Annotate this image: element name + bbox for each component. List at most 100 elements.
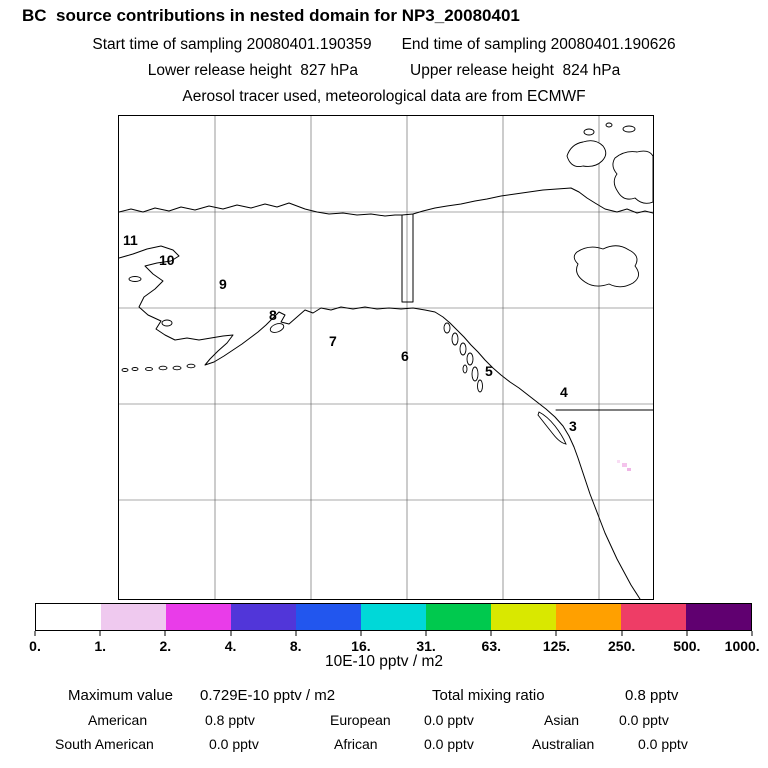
- island-se-alaska: [466, 352, 474, 366]
- trajectory-label: 3: [569, 418, 577, 434]
- max-value-label: Maximum value: [68, 687, 174, 704]
- tracer-text: Aerosol tracer used, meteorological data…: [182, 88, 586, 105]
- trajectory-label: 7: [329, 333, 337, 349]
- coastline: [119, 187, 653, 599]
- island-arctic-small: [622, 125, 636, 133]
- trajectory-label: 10: [159, 252, 175, 268]
- colorbar-segment: [556, 604, 621, 630]
- colorbar-tick-label: 500.: [673, 638, 701, 654]
- sampling-start-text: Start time of sampling 20080401.190359: [92, 36, 372, 53]
- plume-cells: [617, 460, 631, 471]
- colorbar-tick-label: 1.: [94, 638, 107, 654]
- colorbar-segment: [361, 604, 426, 630]
- region-value-south-american: 0.0 pptv: [209, 736, 259, 752]
- colorbar-tick-label: 31.: [416, 638, 436, 654]
- map-panel: 11 10 9 8 7 6 5 4 3: [118, 115, 654, 600]
- colorbar-segment: [296, 604, 361, 630]
- total-mixing-label: Total mixing ratio: [432, 687, 545, 704]
- island-haida-gwaii: [471, 366, 479, 382]
- region-label-african: African: [334, 736, 378, 752]
- island-arctic-b: [612, 150, 653, 204]
- border-line-141w: [401, 213, 414, 303]
- map-svg: 11 10 9 8 7 6 5 4 3: [119, 116, 653, 599]
- island-arctic-a: [566, 140, 607, 167]
- region-label-asian: Asian: [544, 712, 580, 728]
- island-aleutian: [158, 365, 168, 371]
- colorbar-unit-label: 10E-10 pptv / m2: [324, 653, 444, 670]
- island-vancouver: [537, 411, 567, 445]
- colorbar-tickmark: [555, 631, 557, 636]
- pacific-coast-path: [119, 245, 641, 599]
- island-aleutian: [121, 368, 129, 372]
- colorbar-tick-label: 2.: [159, 638, 172, 654]
- colorbar-tickmark: [295, 631, 297, 636]
- colorbar-tickmark: [751, 631, 753, 636]
- sampling-times-line: Start time of sampling 20080401.190359 E…: [0, 36, 768, 54]
- colorbar-segment: [36, 604, 101, 630]
- island-se-alaska: [443, 322, 451, 334]
- colorbar-tick-label: 1000.: [724, 638, 760, 654]
- region-value-european: 0.0 pptv: [424, 712, 474, 728]
- colorbar-segment: [686, 604, 751, 630]
- colorbar-tickmark: [360, 631, 362, 636]
- colorbar-tickmark: [230, 631, 232, 636]
- max-value: 0.729E-10 pptv / m2: [200, 687, 336, 704]
- release-heights-line: Lower release height 827 hPa Upper relea…: [0, 62, 768, 80]
- island-se-alaska: [451, 332, 459, 346]
- island-aleutian: [131, 367, 139, 371]
- region-label-south-american: South American: [55, 736, 154, 752]
- lake-great-bear: [573, 245, 639, 288]
- upper-release-text: Upper release height 824 hPa: [410, 62, 621, 79]
- colorbar-tick-label: 250.: [608, 638, 636, 654]
- tracer-info-line: Aerosol tracer used, meteorological data…: [0, 88, 768, 106]
- colorbar-segment: [101, 604, 166, 630]
- colorbar-segment: [166, 604, 231, 630]
- colorbar-tick-label: 63.: [481, 638, 501, 654]
- island-arctic-small: [605, 122, 613, 128]
- page-title: BC source contributions in nested domain…: [22, 6, 520, 25]
- trajectory-labels: 11 10 9 8 7 6 5 4 3: [123, 232, 577, 434]
- island-nunivak: [161, 319, 173, 327]
- total-mixing-value: 0.8 pptv: [625, 687, 679, 704]
- colorbar-tickmark: [686, 631, 688, 636]
- island-arctic-small: [583, 128, 595, 136]
- grid-lines: [119, 116, 653, 599]
- colorbar-tickmark: [425, 631, 427, 636]
- island-se-alaska: [462, 364, 468, 374]
- colorbar-tick-label: 0.: [29, 638, 41, 654]
- colorbar-tick-label: 125.: [542, 638, 571, 654]
- colorbar: [35, 603, 752, 631]
- island-aleutian: [172, 365, 182, 371]
- trajectory-label: 5: [485, 363, 493, 379]
- region-value-australian: 0.0 pptv: [638, 736, 688, 752]
- colorbar-segment: [621, 604, 686, 630]
- region-label-european: European: [330, 712, 391, 728]
- island-st-lawrence: [128, 276, 142, 282]
- arctic-coast-path: [119, 187, 653, 217]
- colorbar-segment: [491, 604, 556, 630]
- colorbar-tickmark: [164, 631, 166, 636]
- trajectory-label: 4: [560, 384, 568, 400]
- colorbar-tick-label: 8.: [289, 638, 302, 654]
- island-se-alaska: [459, 342, 467, 356]
- lower-release-text: Lower release height 827 hPa: [147, 62, 358, 79]
- colorbar-tickmark: [99, 631, 101, 636]
- region-label-australian: Australian: [532, 736, 595, 752]
- colorbar-tickmark: [34, 631, 36, 636]
- island-kodiak: [269, 323, 285, 333]
- island-aleutian: [186, 363, 196, 369]
- region-value-asian: 0.0 pptv: [619, 712, 669, 728]
- colorbar-tick-label: 4.: [224, 638, 237, 654]
- region-value-african: 0.0 pptv: [424, 736, 474, 752]
- region-label-american: American: [88, 712, 148, 728]
- colorbar-ticks: 0. 1. 2. 4. 8. 16. 31. 63. 125. 250. 500. 1000.: [29, 631, 760, 657]
- colorbar-tick-label: 16.: [351, 638, 371, 654]
- sampling-end-text: End time of sampling 20080401.190626: [401, 36, 676, 53]
- region-value-american: 0.8 pptv: [205, 712, 255, 728]
- trajectory-label: 8: [269, 307, 277, 323]
- colorbar-segment: [231, 604, 296, 630]
- colorbar-segment: [426, 604, 491, 630]
- trajectory-label: 6: [401, 348, 409, 364]
- trajectory-label: 11: [123, 232, 138, 248]
